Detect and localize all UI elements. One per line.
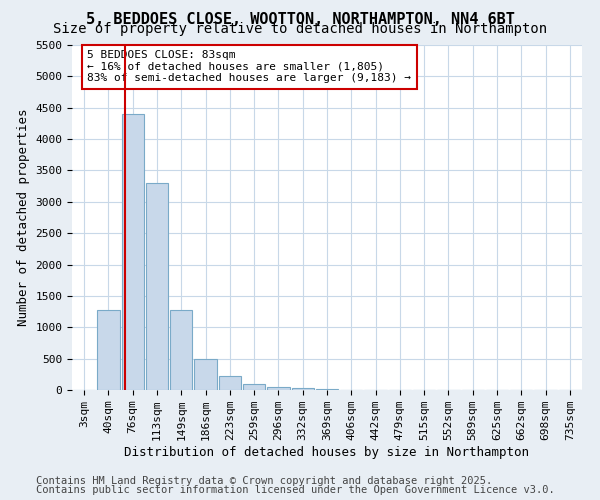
Bar — [218, 376, 241, 390]
Bar — [146, 183, 168, 390]
Text: Contains public sector information licensed under the Open Government Licence v3: Contains public sector information licen… — [36, 485, 555, 495]
Text: 5 BEDDOES CLOSE: 83sqm
← 16% of detached houses are smaller (1,805)
83% of semi-: 5 BEDDOES CLOSE: 83sqm ← 16% of detached… — [88, 50, 412, 84]
Text: 5, BEDDOES CLOSE, WOOTTON, NORTHAMPTON, NN4 6BT: 5, BEDDOES CLOSE, WOOTTON, NORTHAMPTON, … — [86, 12, 514, 28]
Bar — [267, 386, 290, 390]
X-axis label: Distribution of detached houses by size in Northampton: Distribution of detached houses by size … — [125, 446, 530, 459]
Bar — [243, 384, 265, 390]
Bar — [292, 388, 314, 390]
Bar — [97, 310, 119, 390]
Bar — [122, 114, 144, 390]
Text: Contains HM Land Registry data © Crown copyright and database right 2025.: Contains HM Land Registry data © Crown c… — [36, 476, 492, 486]
Bar — [194, 358, 217, 390]
Text: Size of property relative to detached houses in Northampton: Size of property relative to detached ho… — [53, 22, 547, 36]
Bar — [170, 310, 193, 390]
Y-axis label: Number of detached properties: Number of detached properties — [17, 109, 30, 326]
